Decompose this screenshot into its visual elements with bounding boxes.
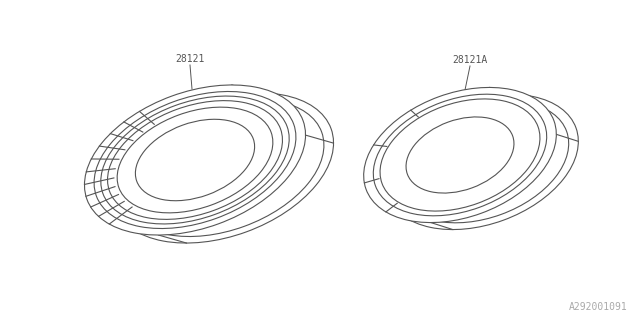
- Ellipse shape: [364, 87, 556, 222]
- Text: A292001091: A292001091: [569, 302, 628, 312]
- Ellipse shape: [84, 85, 305, 235]
- Ellipse shape: [163, 127, 283, 209]
- Text: 28121: 28121: [175, 54, 205, 64]
- Ellipse shape: [406, 117, 514, 193]
- Text: 28121A: 28121A: [452, 55, 488, 65]
- Ellipse shape: [136, 119, 255, 201]
- Ellipse shape: [428, 124, 536, 200]
